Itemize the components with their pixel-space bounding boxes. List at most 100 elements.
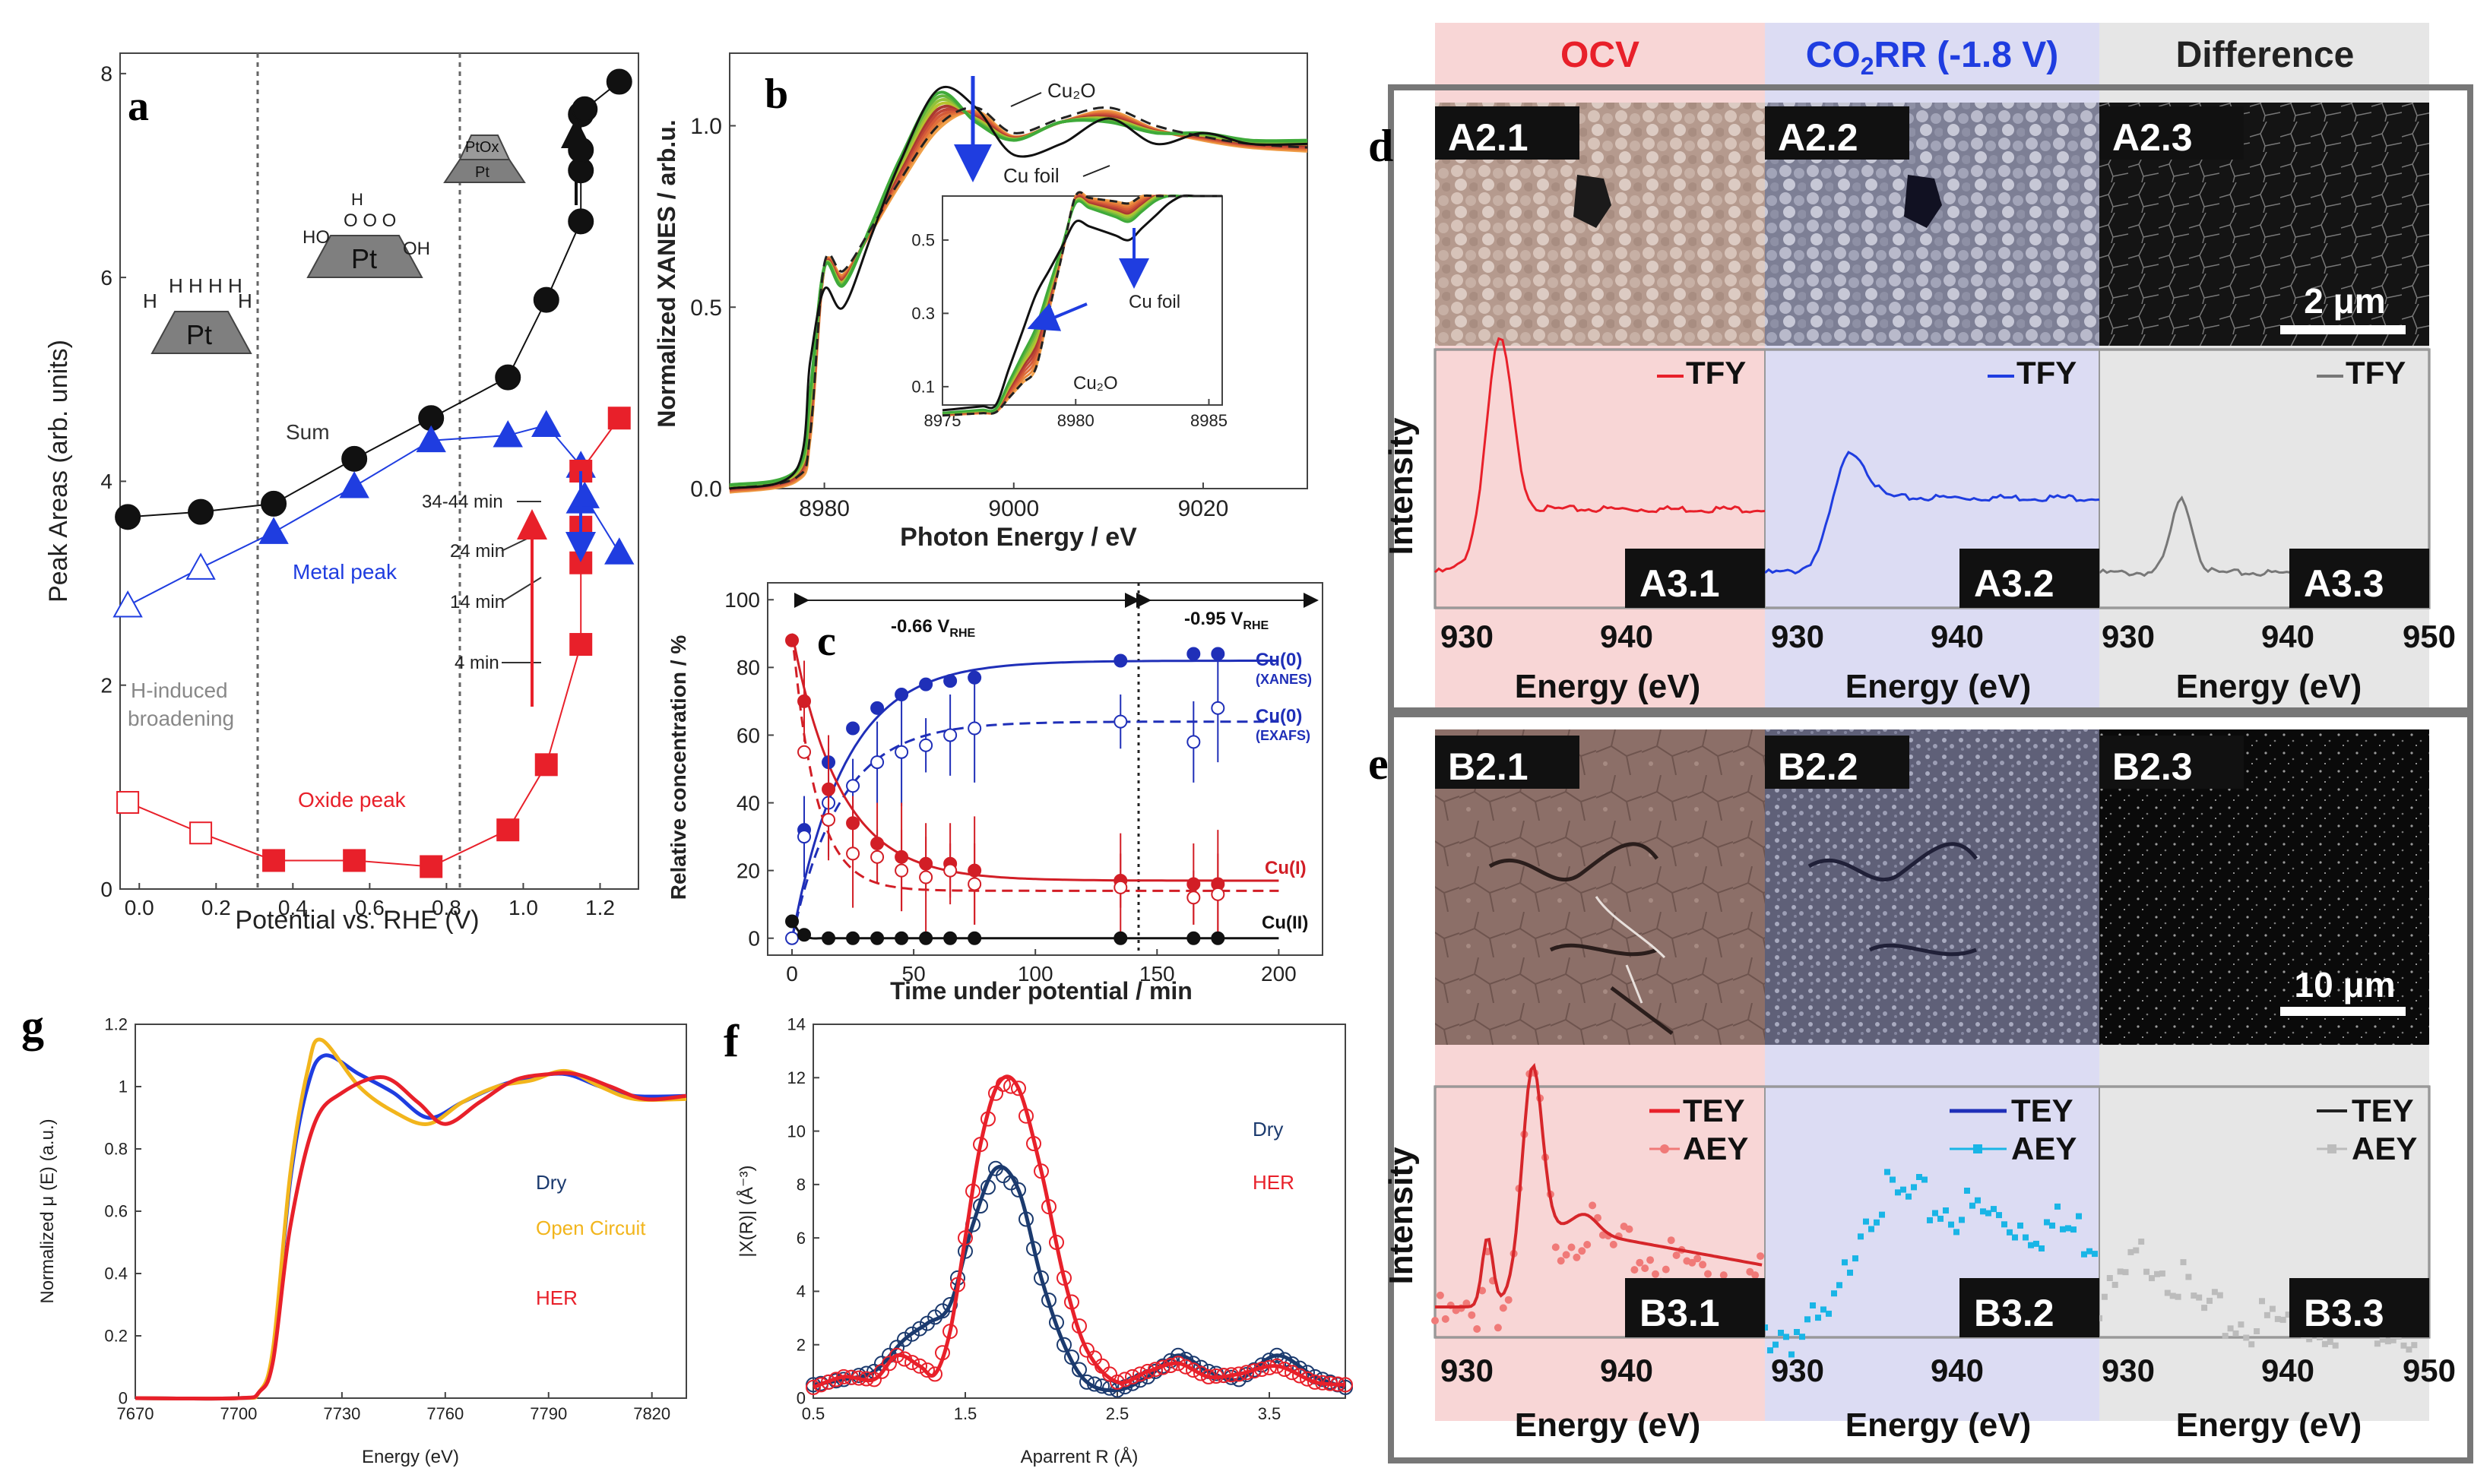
panel-a-letter: a: [128, 83, 149, 130]
cu0-xanes-label: Cu(0): [1256, 650, 1302, 670]
panel-e-aey-point-0-7: [1468, 1311, 1476, 1319]
panel-e-aey-point-2-40: [2306, 1336, 2313, 1343]
panel-b-inset-series: [942, 191, 1222, 417]
panel-e-aey-point-1-59: [2076, 1213, 2082, 1220]
h-induced-label-2: broadening: [128, 707, 234, 730]
spectrum-a3-3-box: [2099, 349, 2430, 609]
panel-f-ticks: 0.5 1.5 2.5 3.5 0 2 4 6 8 10 12 14: [787, 1015, 1281, 1423]
panel-e-aey-point-1-35: [1948, 1221, 1954, 1228]
panel-e-aey-point-0-46: [1672, 1251, 1681, 1259]
panel-e-aey-point-2-29: [2248, 1341, 2255, 1348]
region-2-label: -0.95 VRHE: [1184, 609, 1269, 632]
panel-f-marker-1-52: [1201, 1369, 1216, 1384]
panel-f-marker-0-33: [1057, 1337, 1072, 1353]
panel-f-marker-1-47: [1163, 1358, 1178, 1373]
panel-b-ytick-label-0: 0.0: [690, 477, 722, 502]
panel-e-aey-point-2-54: [2379, 1337, 2386, 1343]
panel-f-frame: [813, 1024, 1346, 1399]
panel-e-aey-point-1-6: [1794, 1329, 1800, 1335]
panel-e-aey-point-2-36: [2285, 1312, 2292, 1318]
panel-e-aey-point-1-16: [1847, 1269, 1853, 1276]
panel-f-marker-1-24: [988, 1085, 1003, 1101]
panel-e-aey-point-2-12: [2159, 1270, 2165, 1277]
panel-g-ticks: 7670 7700 7730 7760 7790 7820 0 0.2 0.4 0.6 0.8 1 1.…: [104, 1015, 670, 1423]
panel-e-aey-point-1-1: [1767, 1347, 1773, 1354]
panel-f-marker-1-6: [851, 1370, 866, 1386]
panel-e-aey-point-1-8: [1804, 1316, 1810, 1323]
diff-column-bg-e: [2099, 1045, 2429, 1421]
panel-e-aey-point-2-44: [2327, 1338, 2333, 1345]
panel-d-xtick-label-1: 940: [1600, 619, 1653, 654]
panel-f-marker-1-69: [1330, 1376, 1345, 1392]
panel-e-aey-point-2-1: [2101, 1293, 2108, 1300]
panel-f-marker-0-12: [897, 1331, 912, 1347]
panel-e-aey-point-2-28: [2243, 1334, 2250, 1341]
panel-e-aey-point-2-15: [2175, 1293, 2181, 1300]
panel-e-aey-point-1-4: [1783, 1334, 1789, 1340]
panel-a-series: [112, 68, 635, 878]
label-bg-b2-3: [2099, 736, 2244, 789]
panel-e-letter: e: [1368, 739, 1389, 789]
panel-b-ticks: 8980 9000 9020 0.0 0.5 1.0: [690, 114, 1228, 521]
panel-a-point-oxide-6: [534, 753, 558, 777]
panel-g-series: [135, 1037, 687, 1401]
panel-f-marker-1-3: [828, 1372, 844, 1387]
panel-b-xlabel: Photon Energy / eV: [900, 523, 1137, 552]
panel-e-aey-point-1-62: [2092, 1251, 2098, 1258]
panel-b-frame: [729, 52, 1308, 489]
panel-f-marker-0-36: [1079, 1374, 1095, 1390]
time-leader-3: [501, 577, 542, 603]
panel-g-series-2: [135, 1071, 687, 1401]
panel-e-aey-point-0-23: [1551, 1243, 1560, 1251]
time-label-14: 14 min: [450, 592, 505, 612]
panel-c-point-4-10: [1186, 931, 1201, 945]
panel-a-point-sum-11: [572, 96, 598, 122]
legend-aey-1: AEY: [1683, 1131, 1748, 1166]
panel-f-marker-1-28: [1018, 1108, 1034, 1124]
panel-b-cufoil-curve: [729, 85, 1308, 490]
diff-header: Difference: [2176, 35, 2355, 75]
panel-e-aey-point-2-6: [2127, 1248, 2134, 1255]
panel-f-marker-1-14: [912, 1358, 927, 1374]
panel-c-point-2-0: [785, 633, 800, 647]
panel-e-aey-point-1-27: [1906, 1193, 1912, 1200]
panel-e-aey-point-0-2: [1441, 1315, 1449, 1323]
panel-e-xtick-label-1: 940: [1600, 1353, 1653, 1388]
panel-f-marker-1-35: [1072, 1318, 1087, 1334]
panel-e-aey-point-0-39: [1636, 1258, 1644, 1267]
panel-e-xtick-label-0: 930: [1440, 1353, 1494, 1388]
label-a3-3: A3.3: [2304, 562, 2384, 605]
panel-a-point-sum-1: [188, 498, 214, 525]
panel-a-xtick-label-5: 1.0: [508, 896, 538, 919]
label-bg-b3-1: [1625, 1278, 1765, 1337]
panel-e-aey-point-1-55: [2054, 1203, 2061, 1210]
panel-e-aey-point-1-9: [1810, 1302, 1816, 1308]
panel-e-aey-point-2-11: [2154, 1270, 2160, 1277]
panel-b-xtick-label-0: 8980: [799, 496, 850, 521]
panel-e-aey-point-2-45: [2332, 1342, 2339, 1349]
scale-bar-d: [2280, 325, 2406, 334]
panel-c-ytick-label-2: 40: [737, 791, 760, 815]
panel-c-fit-3: [790, 633, 1279, 892]
panel-e-aey-point-1-51: [2033, 1240, 2039, 1247]
panel-e-aey-point-2-23: [2216, 1292, 2223, 1299]
panel-e-aey-point-0-28: [1578, 1247, 1586, 1255]
panel-e-aey-point-1-41: [1980, 1208, 1986, 1215]
panel-d: OCV CO2RR (-1.8 V) Difference d e A2.1 A…: [1368, 23, 2473, 1463]
legend-her-g: HER: [536, 1286, 578, 1309]
panel-e-aey-point-0-25: [1562, 1251, 1570, 1259]
panel-c-point-4-3: [846, 931, 860, 945]
panel-f-marker-1-54: [1216, 1368, 1231, 1384]
pt-h-side-right: H: [238, 290, 252, 312]
panel-f-marker-1-61: [1269, 1358, 1285, 1374]
panel-e-aey-point-1-22: [1879, 1211, 1885, 1218]
panel-c-xtick-label-4: 200: [1261, 962, 1297, 986]
panel-e-aey-point-0-31: [1594, 1213, 1601, 1222]
panel-c-point-3-1: [822, 812, 836, 827]
panel-f-marker-1-57: [1239, 1365, 1254, 1381]
legend-tfy-3: TFY: [2346, 355, 2406, 391]
panel-g-xlabel: Energy (eV): [362, 1447, 459, 1467]
legend-tey-3: TEY: [2352, 1093, 2414, 1128]
panel-f-marker-0-25: [996, 1168, 1011, 1184]
panel-f: f 0.5 1.5 2.5 3.5 0 2 4 6 8 10 12 14 Dry HER Aparre…: [724, 1015, 1353, 1467]
